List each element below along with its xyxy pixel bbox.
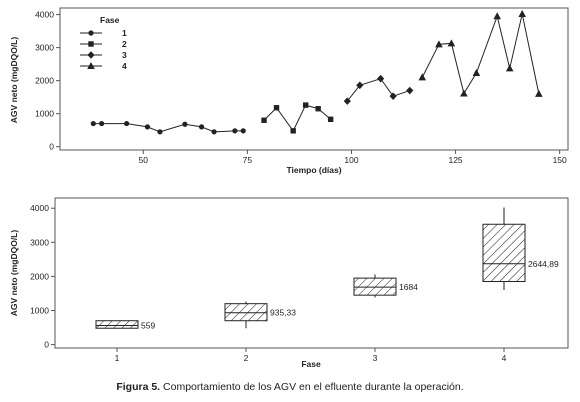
legend-label: 2 xyxy=(122,39,127,49)
data-point xyxy=(99,120,105,127)
x-tick-label: 150 xyxy=(553,155,567,165)
data-point xyxy=(124,120,130,127)
y-tick-label: 0 xyxy=(49,142,54,152)
legend-label: 1 xyxy=(122,28,127,38)
box-fase-3: 1684 xyxy=(353,274,418,298)
y-tick-label: 4000 xyxy=(35,10,54,20)
y-tick-label: 2000 xyxy=(35,76,54,86)
series-line-fase-3 xyxy=(346,78,410,102)
legend-marker xyxy=(87,51,95,59)
time-series-chart: 50 75 100 125 150 0 1000 2000 3000 4000 Tiempo (… xyxy=(9,7,569,175)
y-tick-label: 4000 xyxy=(30,203,49,213)
legend-marker xyxy=(87,62,95,69)
data-point xyxy=(261,117,267,123)
data-point xyxy=(389,92,397,100)
x-tick-label: 4 xyxy=(502,353,507,363)
box-fase-2: 935,33 xyxy=(224,301,296,329)
box-plot-chart: 559 935,33 1684 2644,89 1 2 3 4 0 1000 2000 3000 4… xyxy=(9,197,569,369)
data-point xyxy=(182,121,188,127)
x-tick-label: 2 xyxy=(244,353,249,363)
legend-marker xyxy=(88,41,94,47)
legend-label: 4 xyxy=(122,61,127,71)
x-axis-label: Fase xyxy=(301,359,321,369)
x-tick-label: 3 xyxy=(373,353,378,363)
data-point xyxy=(406,86,414,95)
x-tick-label: 125 xyxy=(448,155,462,165)
data-point xyxy=(232,128,238,134)
y-tick-label: 2000 xyxy=(30,271,49,281)
y-tick-label: 1000 xyxy=(35,109,54,119)
y-tick-label: 3000 xyxy=(35,43,54,53)
caption-text: Comportamiento de los AGV en el efluente… xyxy=(163,381,464,393)
x-tick-label: 100 xyxy=(344,155,358,165)
figure-caption: Figura 5. Comportamiento de los AGV en e… xyxy=(0,381,580,393)
x-tick-label: 75 xyxy=(243,155,253,165)
x-tick-label: 50 xyxy=(139,155,149,165)
median-value-label: 2644,89 xyxy=(528,259,559,269)
data-point xyxy=(315,106,321,112)
data-point xyxy=(240,128,246,134)
data-point xyxy=(447,39,456,47)
y-axis-label: AGV neto (mgDQO/L) xyxy=(9,230,19,317)
data-point xyxy=(290,128,296,134)
legend-title: Fase xyxy=(100,15,120,25)
legend-marker xyxy=(88,30,94,36)
box-body xyxy=(482,223,526,283)
series-line-fase-4 xyxy=(421,13,540,95)
data-point xyxy=(518,9,526,17)
plot-frame xyxy=(54,197,569,349)
data-point xyxy=(198,124,205,130)
box-body xyxy=(95,320,139,329)
series-line-fase-1 xyxy=(93,123,244,133)
median-value-label: 935,33 xyxy=(270,308,296,318)
data-point xyxy=(535,89,543,97)
legend-label: 3 xyxy=(122,50,127,60)
box-fase-4: 2644,89 xyxy=(482,207,559,291)
data-point xyxy=(273,105,280,111)
data-point xyxy=(302,102,309,108)
data-point xyxy=(377,74,385,83)
data-point xyxy=(418,73,427,81)
plot-frame xyxy=(59,7,569,151)
box-body xyxy=(353,277,397,296)
caption-label: Figura 5. xyxy=(116,381,161,393)
data-point xyxy=(211,129,217,135)
data-point xyxy=(505,64,514,72)
data-point xyxy=(493,12,502,20)
data-point xyxy=(460,89,468,97)
data-point xyxy=(472,69,481,77)
box-fase-1: 559 xyxy=(95,320,155,331)
data-point xyxy=(327,116,334,122)
box-body xyxy=(224,303,268,322)
data-point xyxy=(157,129,163,135)
data-point xyxy=(343,97,351,105)
data-point xyxy=(435,40,443,48)
y-axis-label: AGV neto (mgDQO/L) xyxy=(9,37,19,124)
data-point xyxy=(90,120,96,127)
data-point xyxy=(144,124,151,130)
y-tick-label: 1000 xyxy=(30,306,49,316)
median-value-label: 559 xyxy=(141,321,155,331)
x-tick-label: 1 xyxy=(115,353,120,363)
y-tick-label: 3000 xyxy=(30,237,49,247)
data-point xyxy=(356,81,364,90)
median-value-label: 1684 xyxy=(399,282,418,292)
y-tick-label: 0 xyxy=(44,340,49,350)
x-axis-label: Tiempo (días) xyxy=(286,165,341,175)
